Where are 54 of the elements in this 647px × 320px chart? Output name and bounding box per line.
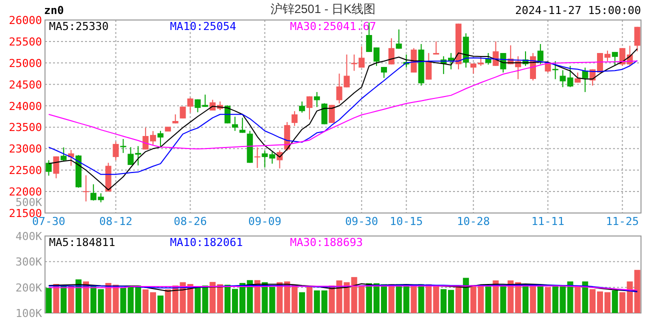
- y-tick-label: 23000: [8, 142, 42, 156]
- candlestick: [582, 67, 588, 93]
- y-tick-label: 400K: [16, 230, 42, 243]
- candlestick: [612, 51, 618, 66]
- candlestick: [388, 38, 394, 65]
- candlestick: [180, 106, 186, 119]
- y-tick-label: 25500: [8, 35, 42, 48]
- candlestick: [396, 28, 402, 50]
- x-tick-label: 09-09: [248, 215, 282, 228]
- candlestick: [292, 110, 298, 126]
- text: 2024-11-27 15:00:00: [515, 4, 641, 17]
- y-tick-label: 22500: [8, 164, 42, 178]
- x-tick-label: 11-11: [531, 215, 564, 228]
- candlestick: [46, 160, 52, 176]
- candlestick: [112, 141, 119, 161]
- y-tick-label: 25000: [8, 56, 42, 70]
- y-tick-label: 300K: [16, 256, 42, 269]
- y-tick-label: 200K: [16, 281, 42, 294]
- text: MA10:25054: [170, 20, 237, 33]
- x-tick-label: 10-28: [456, 215, 490, 228]
- candlestick: [634, 26, 640, 52]
- candlestick: [172, 114, 178, 124]
- candlestick: [426, 52, 432, 80]
- candlestick: [187, 97, 194, 114]
- y-tick-label: 26000: [8, 14, 42, 27]
- candlestick: [299, 100, 306, 114]
- text: zn0: [44, 4, 64, 17]
- y-tick-label: 24500: [8, 78, 42, 92]
- y-tick-label: 24000: [8, 100, 42, 113]
- candlestick: [314, 92, 320, 108]
- chart-title: 沪锌2501 - 日K线图: [270, 2, 376, 16]
- x-tick-label: 11-25: [606, 215, 639, 228]
- candlestick: [254, 146, 260, 168]
- text: MA30:188693: [290, 236, 363, 249]
- y-tick-label: 23500: [8, 121, 42, 134]
- candlestick: [157, 130, 164, 148]
- text: MA5:25330: [49, 20, 109, 33]
- candlestick: [60, 146, 67, 162]
- text: 500K: [16, 196, 42, 209]
- y-tick-label: 22000: [8, 186, 42, 199]
- candlestick: [328, 104, 335, 124]
- x-tick-label: 10-15: [390, 215, 423, 228]
- y-tick-label: 100K: [16, 307, 42, 320]
- candlestick: [239, 117, 246, 134]
- candlestick: [433, 40, 440, 56]
- text: MA10:182061: [170, 236, 243, 249]
- x-tick-label: 08-12: [99, 215, 132, 228]
- candlestick: [537, 44, 544, 65]
- candlestick: [82, 174, 89, 202]
- candlestick: [232, 116, 238, 132]
- text: MA5:184811: [49, 236, 116, 249]
- x-tick-label: 09-30: [345, 215, 378, 228]
- x-tick-label: 08-26: [174, 215, 207, 228]
- candlestick: [306, 96, 312, 120]
